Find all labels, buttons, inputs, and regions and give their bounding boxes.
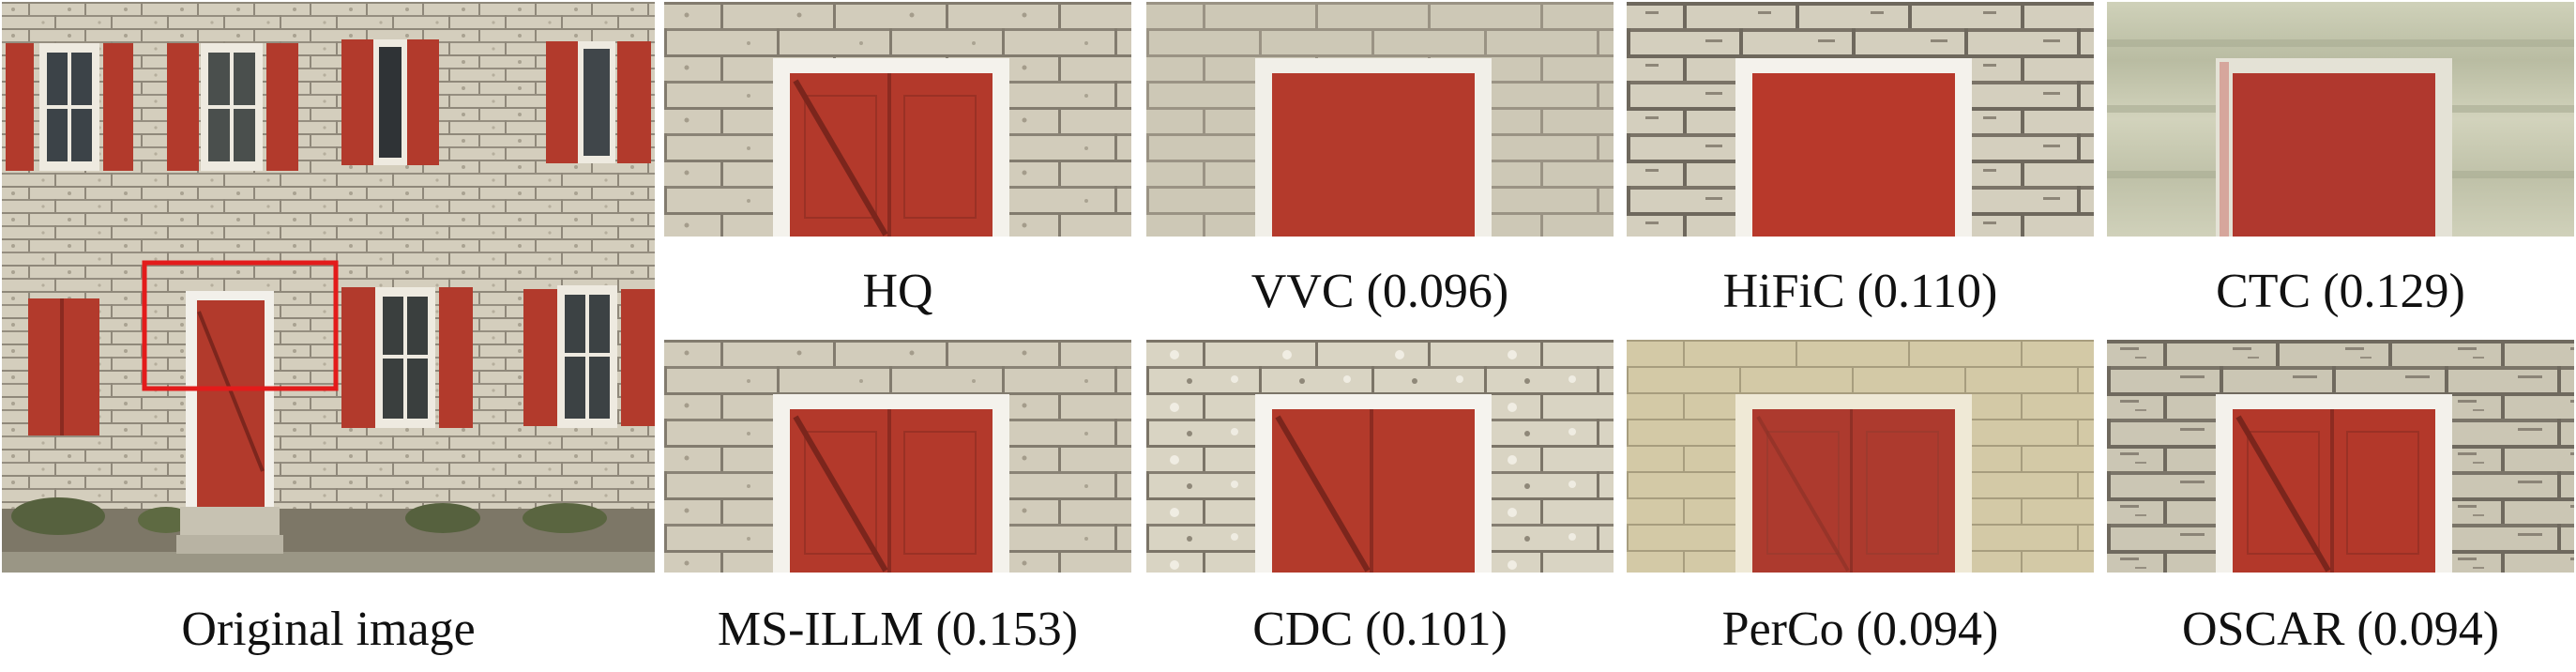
caption-msillm: MS-ILLM (0.153): [717, 603, 1079, 656]
caption-oscar: OSCAR (0.094): [2181, 603, 2500, 656]
original-image: [2, 2, 655, 573]
crop-hq: [664, 2, 1131, 237]
crop-oscar: [2107, 340, 2574, 573]
caption-hific: HiFiC (0.110): [1722, 265, 1998, 318]
caption-perco: PerCo (0.094): [1721, 603, 1999, 656]
crop-hific: [1627, 2, 2094, 237]
caption-vvc: VVC (0.096): [1250, 265, 1509, 318]
crop-vvc: [1146, 2, 1614, 237]
original-image-graphic: [2, 2, 655, 573]
caption-hq: HQ: [862, 265, 933, 318]
crop-msillm: [664, 340, 1131, 573]
crop-ctc: [2107, 2, 2574, 237]
crop-cdc: [1146, 340, 1614, 573]
crop-highlight-box: [142, 260, 339, 391]
caption-original: Original image: [181, 603, 476, 656]
crop-perco: [1627, 340, 2094, 573]
caption-cdc: CDC (0.101): [1252, 603, 1508, 656]
caption-ctc: CTC (0.129): [2216, 265, 2465, 318]
